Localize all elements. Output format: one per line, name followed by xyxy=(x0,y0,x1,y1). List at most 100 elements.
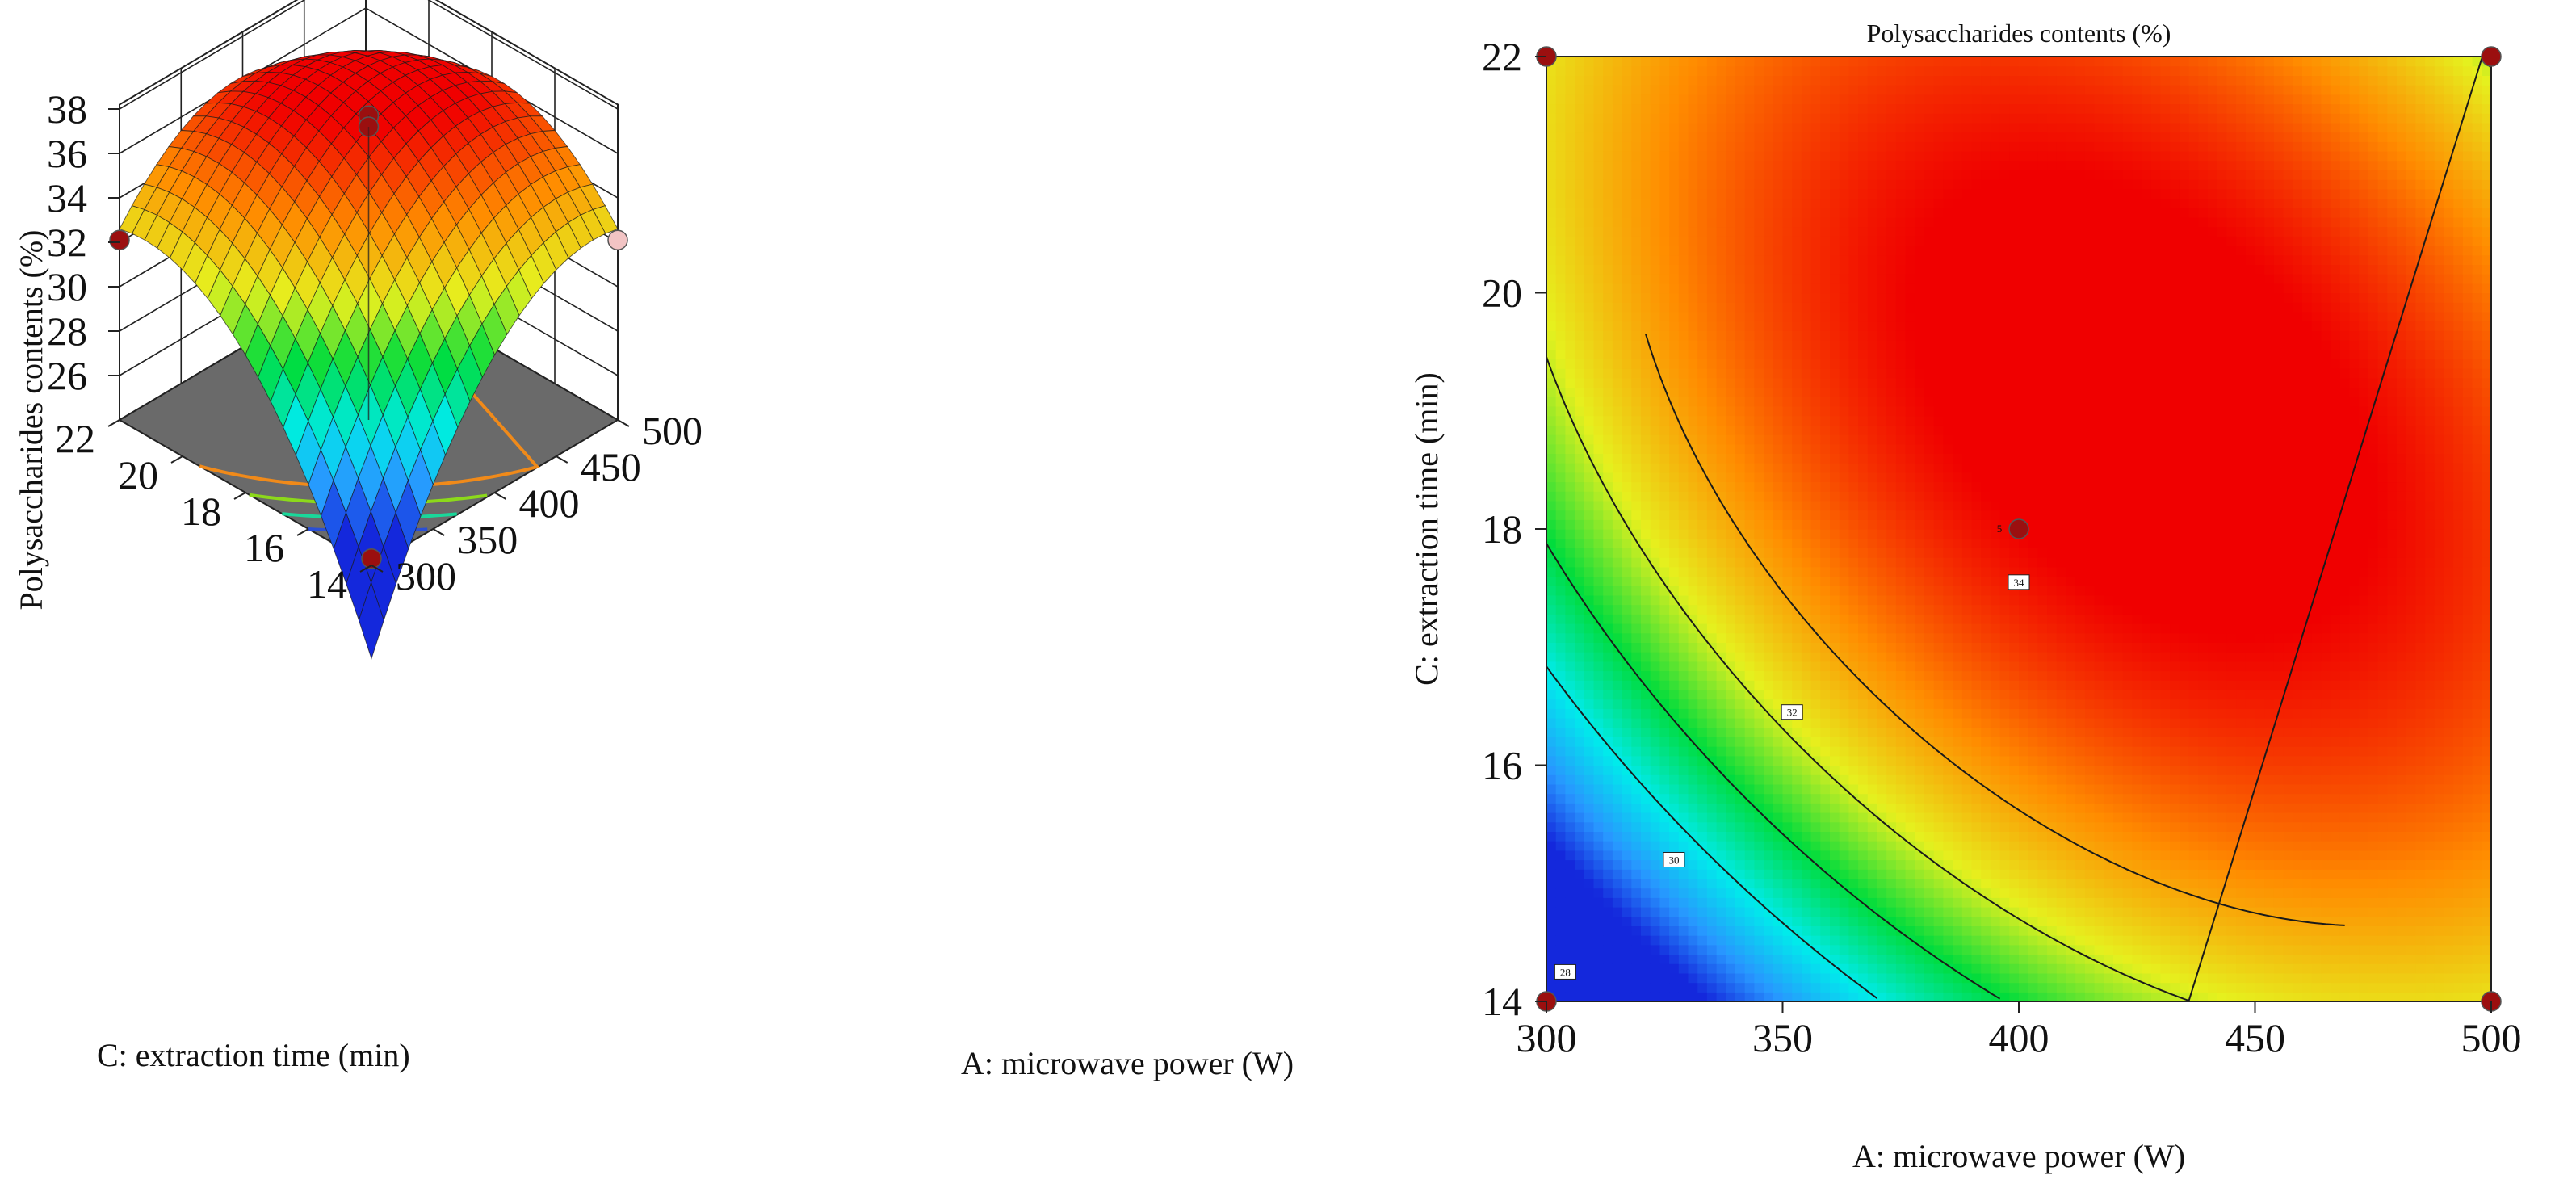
heatmap-cell xyxy=(1575,510,1584,520)
heatmap-cell xyxy=(1783,963,1793,973)
heatmap-cell xyxy=(1773,491,1783,501)
heatmap-cell xyxy=(1820,104,1830,114)
heatmap-cell xyxy=(1754,170,1764,179)
heatmap-cell xyxy=(1726,85,1735,94)
heatmap-cell xyxy=(1792,321,1802,331)
heatmap-cell xyxy=(1697,992,1707,1001)
heatmap-cell xyxy=(1689,548,1698,557)
heatmap-cell xyxy=(1697,794,1707,804)
heatmap-cell xyxy=(1565,718,1575,728)
heatmap-cell xyxy=(1575,945,1584,955)
heatmap-cell xyxy=(1764,368,1773,378)
heatmap-cell xyxy=(1906,482,1915,492)
heatmap-cell xyxy=(1735,66,1745,76)
heatmap-cell xyxy=(1811,766,1821,775)
heatmap-cell xyxy=(1858,444,1868,454)
heatmap-cell xyxy=(1906,57,1915,66)
heatmap-cell xyxy=(1830,482,1840,492)
heatmap-cell xyxy=(1943,246,1953,255)
heatmap-cell xyxy=(1659,529,1669,539)
heatmap-cell xyxy=(1726,642,1735,652)
heatmap-cell xyxy=(1603,510,1613,520)
heatmap-cell xyxy=(1641,368,1651,378)
heatmap-cell xyxy=(1953,897,1962,907)
heatmap-cell xyxy=(1830,803,1840,812)
heatmap-cell xyxy=(1953,66,1962,76)
heatmap-cell xyxy=(1773,321,1783,331)
heatmap-cell xyxy=(1877,416,1887,426)
heatmap-cell xyxy=(1886,416,1896,426)
heatmap-cell xyxy=(1575,293,1584,303)
heatmap-cell xyxy=(1717,85,1726,94)
heatmap-cell xyxy=(1669,548,1679,557)
heatmap-cell xyxy=(1953,236,1962,246)
heatmap-cell xyxy=(1584,756,1594,766)
heatmap-cell xyxy=(1792,945,1802,955)
heatmap-cell xyxy=(1886,605,1896,615)
heatmap-cell xyxy=(1896,623,1906,633)
heatmap-cell xyxy=(1669,264,1679,274)
heatmap-cell xyxy=(1858,633,1868,643)
heatmap-cell xyxy=(1953,368,1962,378)
heatmap-cell xyxy=(1868,605,1877,615)
heatmap-cell xyxy=(1565,453,1575,463)
heatmap-cell xyxy=(1953,548,1962,557)
heatmap-cell xyxy=(1792,359,1802,368)
heatmap-cell xyxy=(1565,945,1575,955)
heatmap-cell xyxy=(1689,330,1698,340)
heatmap-cell xyxy=(1603,519,1613,529)
heatmap-cell xyxy=(1613,151,1622,161)
heatmap-cell xyxy=(1669,671,1679,681)
heatmap-cell xyxy=(1546,388,1556,397)
heatmap-cell xyxy=(1858,94,1868,104)
heatmap-cell xyxy=(1820,586,1830,595)
heatmap-cell xyxy=(1726,897,1735,907)
heatmap-cell xyxy=(1773,312,1783,321)
heatmap-cell xyxy=(1858,519,1868,529)
heatmap-cell xyxy=(1556,368,1566,378)
heatmap-cell xyxy=(1820,330,1830,340)
heatmap-cell xyxy=(1868,141,1877,151)
heatmap-cell xyxy=(1896,283,1906,293)
heatmap-cell xyxy=(1820,784,1830,794)
heatmap-cell xyxy=(1631,368,1641,378)
heatmap-cell xyxy=(1906,434,1915,444)
heatmap-cell xyxy=(1896,973,1906,983)
heatmap-cell xyxy=(1792,274,1802,283)
design-point-3d xyxy=(608,230,627,250)
heatmap-cell xyxy=(1631,728,1641,737)
heatmap-cell xyxy=(1877,642,1887,652)
heatmap-cell xyxy=(1764,557,1773,567)
heatmap-cell xyxy=(1915,529,1924,539)
heatmap-cell xyxy=(1896,472,1906,482)
heatmap-cell xyxy=(1745,302,1755,312)
heatmap-cell xyxy=(1669,94,1679,104)
heatmap-cell xyxy=(1594,850,1604,860)
heatmap-cell xyxy=(1906,189,1915,199)
heatmap-cell xyxy=(1802,917,1811,926)
heatmap-cell xyxy=(1953,794,1962,804)
heatmap-cell xyxy=(1754,75,1764,85)
heatmap-cell xyxy=(1764,586,1773,595)
heatmap-cell xyxy=(1641,605,1651,615)
heatmap-cell xyxy=(1811,539,1821,548)
heatmap-cell xyxy=(1641,642,1651,652)
heatmap-cell xyxy=(1745,661,1755,671)
heatmap-cell xyxy=(1659,170,1669,179)
heatmap-cell xyxy=(1924,104,1934,114)
heatmap-cell xyxy=(1896,330,1906,340)
heatmap-cell xyxy=(1707,321,1717,331)
heatmap-cell xyxy=(1707,227,1717,237)
heatmap-cell xyxy=(1943,388,1953,397)
heatmap-cell xyxy=(1840,388,1849,397)
heatmap-cell xyxy=(1641,501,1651,510)
heatmap-cell xyxy=(1717,151,1726,161)
heatmap-cell xyxy=(1848,321,1858,331)
heatmap-cell xyxy=(1953,803,1962,812)
heatmap-cell xyxy=(1915,444,1924,454)
heatmap-cell xyxy=(1840,812,1849,822)
heatmap-cell xyxy=(1934,302,1944,312)
heatmap-cell xyxy=(1697,397,1707,406)
heatmap-cell xyxy=(1773,567,1783,577)
heatmap-cell xyxy=(1877,671,1887,681)
